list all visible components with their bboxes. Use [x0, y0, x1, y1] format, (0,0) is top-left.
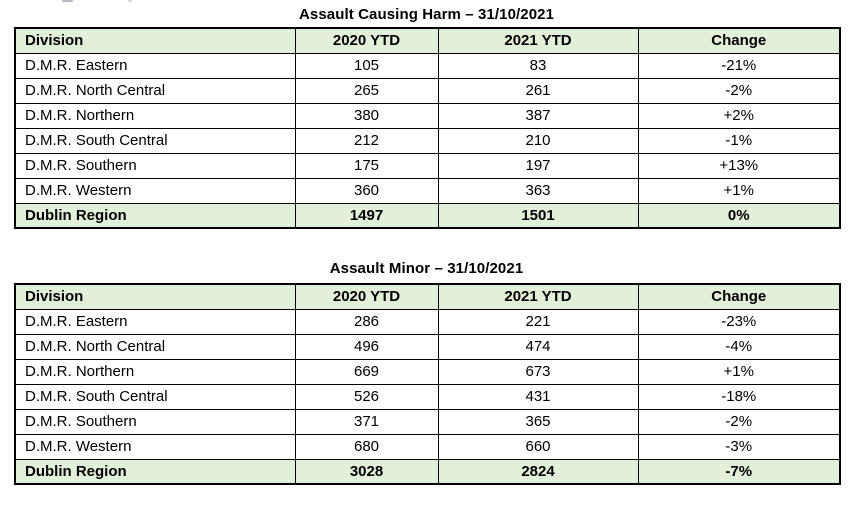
table-row: D.M.R. Western 360 363 +1% [14, 177, 841, 204]
scan-artifact [128, 0, 132, 2]
column-header-division: Division [14, 283, 296, 310]
total-row-dublin-region: Dublin Region 3028 2824 -7% [14, 458, 841, 485]
division-cell: D.M.R. Northern [14, 358, 296, 385]
change-cell: -3% [637, 433, 841, 460]
ytd-2021-cell: 210 [437, 127, 639, 154]
change-cell: -2% [637, 408, 841, 435]
change-cell: -7% [637, 458, 841, 485]
table-row: D.M.R. North Central 496 474 -4% [14, 333, 841, 360]
ytd-2020-cell: 265 [294, 77, 439, 104]
column-header-2021-ytd: 2021 YTD [437, 27, 639, 54]
ytd-2021-cell: 365 [437, 408, 639, 435]
ytd-2020-cell: 496 [294, 333, 439, 360]
change-cell: -23% [637, 308, 841, 335]
division-cell: D.M.R. Northern [14, 102, 296, 129]
change-cell: +13% [637, 152, 841, 179]
table-row: D.M.R. North Central 265 261 -2% [14, 77, 841, 104]
header-row: Division 2020 YTD 2021 YTD Change [14, 27, 841, 54]
division-cell: D.M.R. Western [14, 177, 296, 204]
table-title-assault-minor: Assault Minor – 31/10/2021 [329, 260, 524, 277]
table-row: D.M.R. Northern 380 387 +2% [14, 102, 841, 129]
division-cell: D.M.R. South Central [14, 383, 296, 410]
change-cell: -2% [637, 77, 841, 104]
table-row: D.M.R. Western 680 660 -3% [14, 433, 841, 460]
column-header-change: Change [637, 283, 841, 310]
column-header-2021-ytd: 2021 YTD [437, 283, 639, 310]
ytd-2020-cell: 380 [294, 102, 439, 129]
ytd-2021-cell: 387 [437, 102, 639, 129]
division-cell: D.M.R. Southern [14, 152, 296, 179]
ytd-2020-cell: 669 [294, 358, 439, 385]
division-cell: D.M.R. Eastern [14, 308, 296, 335]
ytd-2021-cell: 474 [437, 333, 639, 360]
ytd-2020-cell: 1497 [294, 202, 439, 229]
ytd-2021-cell: 221 [437, 308, 639, 335]
ytd-2021-cell: 660 [437, 433, 639, 460]
change-cell: -4% [637, 333, 841, 360]
table-row: D.M.R. Southern 371 365 -2% [14, 408, 841, 435]
column-header-division: Division [14, 27, 296, 54]
total-row-dublin-region: Dublin Region 1497 1501 0% [14, 202, 841, 229]
ytd-2021-cell: 363 [437, 177, 639, 204]
table-row: D.M.R. South Central 212 210 -1% [14, 127, 841, 154]
ytd-2021-cell: 197 [437, 152, 639, 179]
division-cell: D.M.R. North Central [14, 77, 296, 104]
header-row: Division 2020 YTD 2021 YTD Change [14, 283, 841, 310]
change-cell: +1% [637, 358, 841, 385]
ytd-2021-cell: 2824 [437, 458, 639, 485]
table-row: D.M.R. South Central 526 431 -18% [14, 383, 841, 410]
table-row: D.M.R. Southern 175 197 +13% [14, 152, 841, 179]
change-cell: -21% [637, 52, 841, 79]
change-cell: +2% [637, 102, 841, 129]
ytd-2021-cell: 673 [437, 358, 639, 385]
ytd-2020-cell: 360 [294, 177, 439, 204]
division-cell: D.M.R. Southern [14, 408, 296, 435]
division-cell: Dublin Region [14, 458, 296, 485]
table-row: D.M.R. Eastern 105 83 -21% [14, 52, 841, 79]
column-header-change: Change [637, 27, 841, 54]
change-cell: 0% [637, 202, 841, 229]
assault-causing-harm-table: Division 2020 YTD 2021 YTD Change D.M.R.… [14, 27, 841, 229]
change-cell: -18% [637, 383, 841, 410]
ytd-2020-cell: 175 [294, 152, 439, 179]
ytd-2020-cell: 680 [294, 433, 439, 460]
division-cell: D.M.R. Western [14, 433, 296, 460]
ytd-2021-cell: 1501 [437, 202, 639, 229]
change-cell: +1% [637, 177, 841, 204]
ytd-2021-cell: 261 [437, 77, 639, 104]
ytd-2021-cell: 83 [437, 52, 639, 79]
division-cell: Dublin Region [14, 202, 296, 229]
column-header-2020-ytd: 2020 YTD [294, 27, 439, 54]
ytd-2021-cell: 431 [437, 383, 639, 410]
ytd-2020-cell: 105 [294, 52, 439, 79]
change-cell: -1% [637, 127, 841, 154]
column-header-2020-ytd: 2020 YTD [294, 283, 439, 310]
scan-artifact [62, 0, 73, 2]
ytd-2020-cell: 3028 [294, 458, 439, 485]
table-row: D.M.R. Eastern 286 221 -23% [14, 308, 841, 335]
division-cell: D.M.R. South Central [14, 127, 296, 154]
division-cell: D.M.R. Eastern [14, 52, 296, 79]
table-title-assault-causing-harm: Assault Causing Harm – 31/10/2021 [298, 6, 555, 23]
table-row: D.M.R. Northern 669 673 +1% [14, 358, 841, 385]
division-cell: D.M.R. North Central [14, 333, 296, 360]
ytd-2020-cell: 526 [294, 383, 439, 410]
assault-minor-table: Division 2020 YTD 2021 YTD Change D.M.R.… [14, 283, 841, 485]
ytd-2020-cell: 286 [294, 308, 439, 335]
ytd-2020-cell: 212 [294, 127, 439, 154]
ytd-2020-cell: 371 [294, 408, 439, 435]
